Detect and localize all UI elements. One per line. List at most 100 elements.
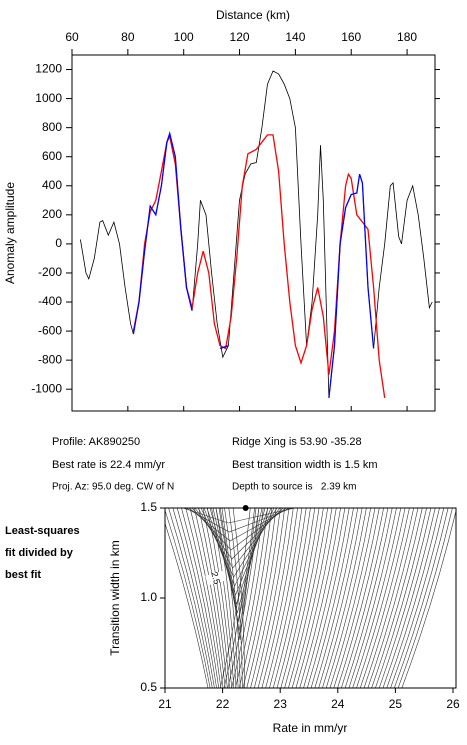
contour-line — [382, 508, 436, 688]
contour-line — [219, 508, 239, 688]
contour-line — [185, 508, 222, 688]
y-tick-label: -1000 — [31, 381, 62, 395]
contour-line — [202, 508, 230, 688]
best-fit-point — [242, 505, 249, 511]
contour-line — [168, 508, 213, 688]
x-tick-label: 80 — [121, 30, 135, 44]
contour-line — [235, 508, 268, 688]
info: Best rate is 22.4 mm/yr — [52, 459, 165, 471]
x-axis-label: Rate in mm/yr — [273, 721, 348, 735]
contour-line — [242, 508, 277, 688]
contour-line — [218, 508, 260, 632]
contour-line — [194, 508, 284, 560]
y-tick-label: 1.0 — [140, 590, 157, 604]
y-tick-label: 800 — [42, 120, 62, 134]
contour-line — [238, 508, 273, 688]
contour-label: 2.5 — [209, 571, 222, 586]
contour-line — [280, 508, 320, 688]
contour-line — [318, 508, 363, 688]
contour-line — [269, 508, 307, 688]
contour-line — [254, 508, 290, 688]
contour-line — [307, 508, 350, 688]
contour-line — [188, 508, 290, 542]
y-tick-label: 0 — [55, 236, 62, 250]
contour-line — [356, 508, 406, 688]
info: Proj. Az: 95.0 deg. CW of N — [52, 482, 174, 493]
contour-line — [165, 509, 211, 688]
contour-line — [215, 508, 237, 688]
contour-line — [348, 508, 397, 688]
x-tick-label: 22 — [216, 697, 230, 711]
contour-line — [322, 508, 367, 688]
contour-line — [212, 508, 266, 614]
contour-line — [303, 508, 346, 688]
x-tick-label: 140 — [285, 30, 305, 44]
contour-line — [390, 508, 445, 688]
contour-line — [276, 508, 316, 688]
y-tick-label: 1200 — [35, 62, 62, 76]
contour-line — [189, 508, 224, 688]
x-tick-label: 180 — [397, 30, 417, 44]
contour-line — [375, 508, 427, 688]
caption: best fit — [5, 569, 41, 581]
info: Profile: AK890250 — [52, 436, 140, 448]
info: Best transition width is 1.5 km — [232, 459, 378, 471]
caption: fit divided by — [5, 547, 74, 559]
x-tick-label: 120 — [230, 30, 250, 44]
plot-frame — [71, 54, 436, 412]
contour-line — [359, 508, 410, 688]
contour-line — [344, 508, 393, 688]
contour-line — [314, 508, 359, 688]
x-tick-label: 21 — [158, 697, 172, 711]
contour-line — [386, 508, 440, 688]
contour-line — [209, 508, 269, 606]
contour-line — [288, 508, 328, 688]
contour-line — [191, 508, 287, 551]
y-tick-label: 600 — [42, 149, 62, 163]
contour-line — [176, 508, 217, 688]
contour-line — [257, 508, 294, 688]
contour-line — [185, 508, 293, 533]
y-tick-label: 1000 — [35, 91, 62, 105]
contour-line — [261, 508, 298, 688]
contour-line — [284, 508, 324, 688]
contour-line — [215, 508, 263, 623]
contour-line — [221, 508, 257, 641]
contour-line — [371, 508, 423, 688]
y-tick-label: -600 — [38, 323, 62, 337]
y-axis-label: Anomaly amplitude — [3, 182, 17, 284]
contour-line — [352, 508, 402, 688]
contour-line — [172, 508, 215, 688]
line — [132, 134, 386, 398]
y-tick-label: 1.5 — [140, 500, 157, 514]
contour-line — [363, 508, 414, 688]
y-tick-label: 400 — [42, 178, 62, 192]
contour-line — [291, 508, 333, 688]
y-tick-label: -200 — [38, 265, 62, 279]
contour-line — [250, 508, 285, 688]
y-axis-label: Transition width in km — [108, 540, 122, 656]
contour-line — [329, 508, 376, 688]
info: Depth to source is 2.39 km — [232, 482, 357, 493]
caption: Least-squares — [5, 525, 80, 537]
y-tick-label: 0.5 — [140, 680, 157, 694]
y-tick-label: -400 — [38, 294, 62, 308]
y-tick-label: -800 — [38, 352, 62, 366]
contour-label-bg — [205, 571, 226, 586]
contour-line — [367, 508, 419, 688]
contour-line — [246, 508, 281, 688]
x-tick-label: 160 — [341, 30, 361, 44]
contour-line — [182, 508, 296, 524]
x-tick-label: 100 — [174, 30, 194, 44]
contour-line — [333, 508, 380, 688]
contour-line — [394, 508, 449, 688]
contour-line — [341, 508, 389, 688]
contour-line — [181, 508, 220, 688]
contour-line — [401, 509, 456, 688]
contour-line — [299, 508, 341, 688]
x-tick-label: 60 — [65, 30, 79, 44]
contour-line — [295, 508, 337, 688]
info: Ridge Xing is 53.90 -35.28 — [232, 436, 362, 448]
x-tick-label: 24 — [331, 697, 345, 711]
